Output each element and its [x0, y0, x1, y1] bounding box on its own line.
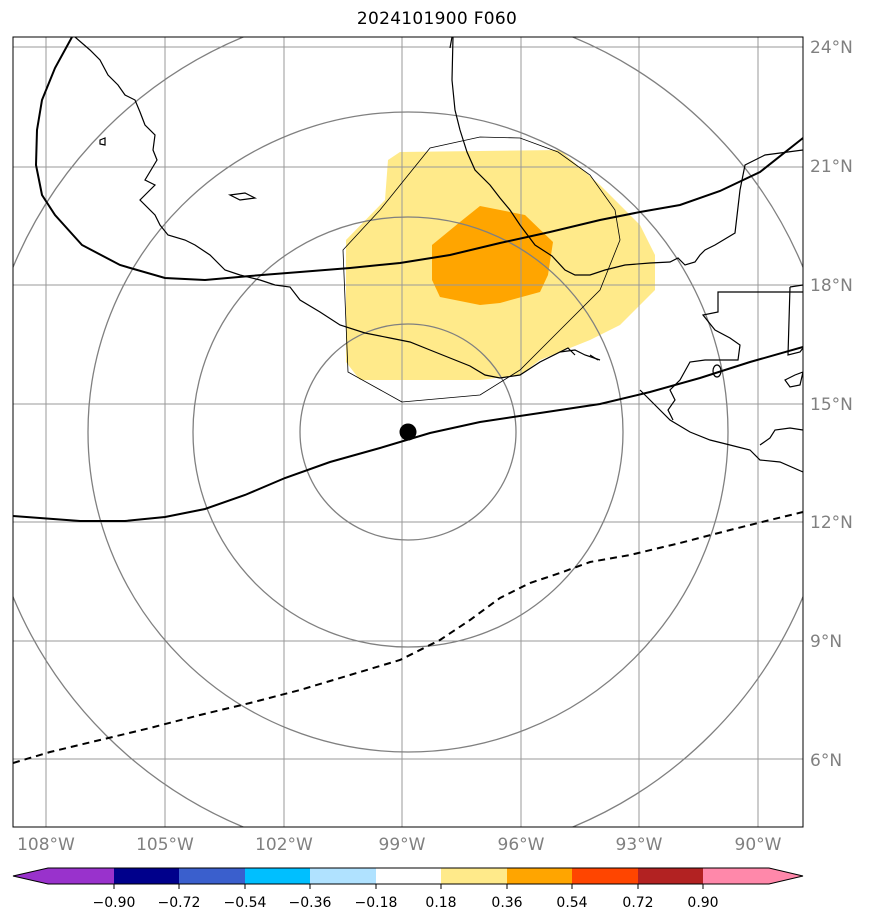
colorbar-segment [638, 868, 703, 884]
track-line-dashed [13, 511, 803, 764]
graticule [13, 37, 803, 827]
colorbar-segment [48, 868, 114, 884]
coastlines [74, 37, 803, 473]
colorbar-extend-low [13, 868, 48, 884]
probability-field-high [432, 206, 553, 305]
tracks [13, 37, 803, 764]
lon-label: 93°W [616, 835, 663, 855]
map-title: 2024101900 F060 [356, 9, 518, 29]
lon-label: 99°W [379, 835, 426, 855]
map-frame [12, 36, 804, 828]
colorbar-outline [12, 867, 804, 885]
lat-label: 18°N [810, 276, 853, 296]
colorbar-tick-label: −0.36 [289, 895, 332, 911]
track-line-2 [34, 37, 803, 282]
colorbar-tick-label: 0.72 [622, 895, 653, 911]
colorbar-segment [703, 868, 769, 884]
lon-label: 90°W [735, 835, 782, 855]
colorbar-tick-label: −0.72 [158, 895, 201, 911]
outline-region [342, 136, 621, 403]
colorbar-tick-label: −0.18 [355, 895, 398, 911]
colorbar-segment [310, 868, 376, 884]
lon-label: 96°W [498, 835, 545, 855]
lat-label: 12°N [810, 513, 853, 533]
colorbar-segment [179, 868, 245, 884]
lon-label: 108°W [17, 835, 75, 855]
colorbar-tick-label: 0.36 [491, 895, 522, 911]
lat-label: 6°N [810, 751, 842, 771]
map-area [13, 37, 803, 827]
lat-label: 24°N [810, 38, 853, 58]
range-rings [13, 37, 803, 827]
colorbar-segment [572, 868, 638, 884]
colorbar-tick-label: 0.90 [687, 895, 718, 911]
colorbar: −0.90 −0.72 −0.54 −0.36 −0.18 0.18 0.36 … [12, 867, 804, 911]
lat-label: 9°N [810, 632, 842, 652]
colorbar-segment [245, 868, 310, 884]
colorbar-tick-label: 0.18 [425, 895, 456, 911]
colorbar-segment [507, 868, 572, 884]
lat-label: 21°N [810, 157, 853, 177]
colorbar-segment [376, 868, 441, 884]
colorbar-segment [441, 868, 507, 884]
colorbar-extend-high [769, 868, 803, 884]
track-line-1 [13, 346, 803, 522]
colorbar-tick-label: −0.54 [224, 895, 267, 911]
colorbar-tick-label: 0.54 [556, 895, 587, 911]
colorbar-segment [114, 868, 179, 884]
colorbar-tick-label: −0.90 [93, 895, 136, 911]
lon-label: 102°W [255, 835, 313, 855]
storm-center-marker [399, 423, 417, 441]
lat-label: 15°N [810, 395, 853, 415]
lon-label: 105°W [136, 835, 194, 855]
